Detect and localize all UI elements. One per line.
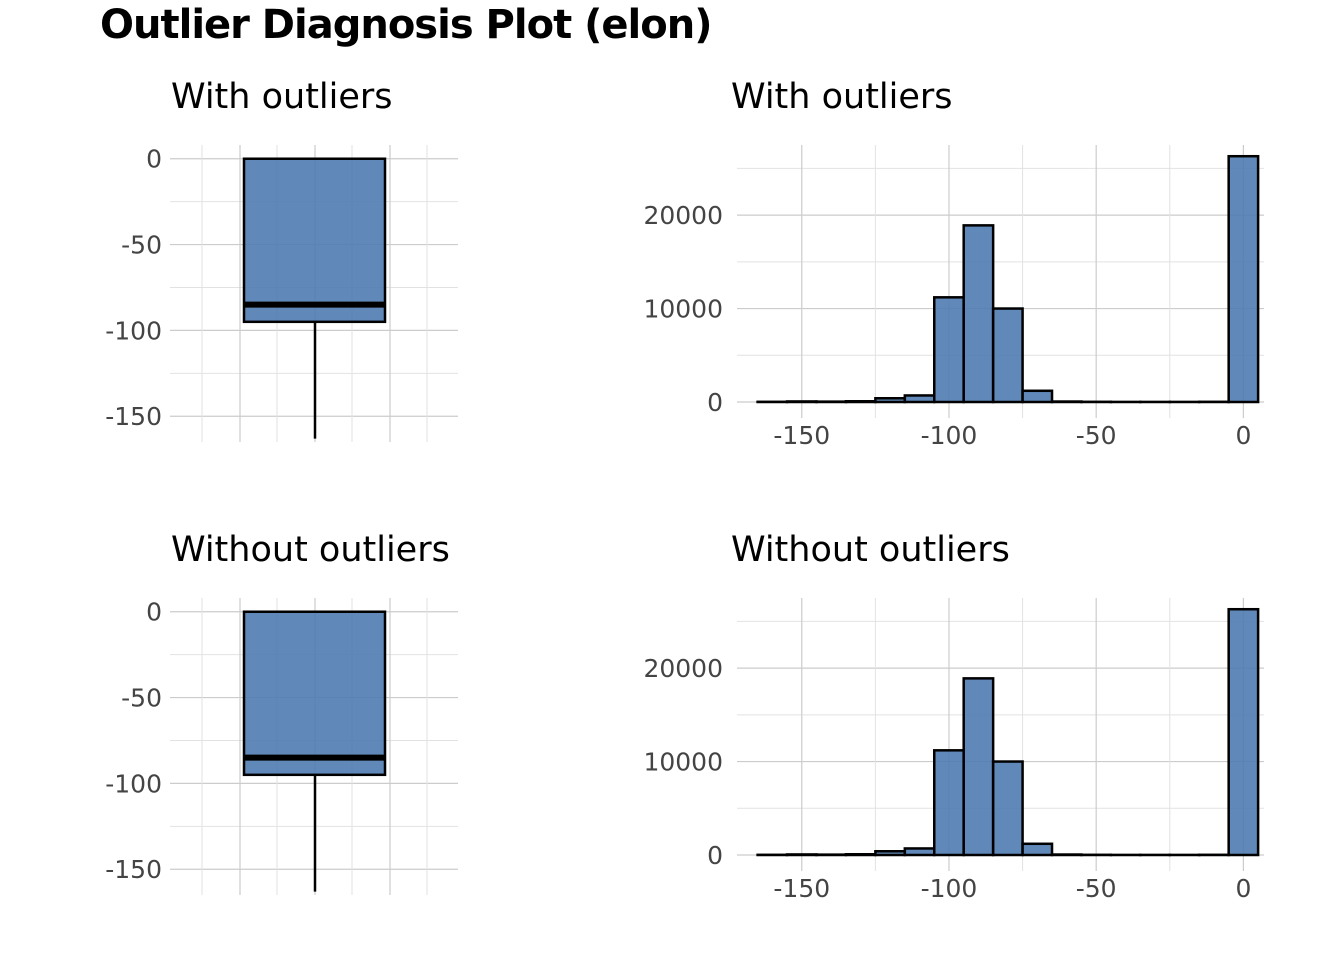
y-tick-label: 10000 — [643, 748, 723, 777]
histogram-bar — [1021, 842, 1054, 857]
histogram-bar — [1227, 607, 1260, 857]
panel-2: With outliers 0 10000 20000 -150 -100 -50 0 — [643, 77, 1264, 450]
x-tick-label: -150 — [773, 421, 830, 450]
panel-title: Without outliers — [171, 530, 450, 570]
panel-title: With outliers — [731, 77, 953, 117]
panel-4: Without outliers 0 10000 20000 -150 -100 -50 0 — [643, 530, 1264, 903]
histogram-bar — [874, 850, 907, 857]
y-tick-label: 0 — [146, 145, 162, 174]
y-tick-label: 0 — [707, 388, 723, 417]
panel-title: With outliers — [171, 77, 393, 117]
y-tick-label: -100 — [105, 316, 162, 345]
x-tick-label: 0 — [1235, 421, 1251, 450]
histogram-bar — [933, 749, 965, 857]
histogram-bar — [874, 397, 907, 404]
x-tick-label: -50 — [1076, 874, 1117, 903]
y-tick-label: -50 — [121, 684, 162, 713]
y-tick-label: -150 — [105, 855, 162, 884]
y-tick-label: 0 — [707, 841, 723, 870]
box-iqr — [242, 610, 387, 777]
box-iqr — [242, 157, 387, 324]
histogram-bar — [991, 307, 1024, 404]
histogram-bar — [962, 677, 995, 857]
y-tick-label: -50 — [121, 231, 162, 260]
x-tick-label: -100 — [921, 874, 978, 903]
histogram-bar — [903, 394, 936, 404]
x-tick-label: 0 — [1235, 874, 1251, 903]
x-tick-label: -100 — [921, 421, 978, 450]
panel-1: With outliers 0 -50 -100 -150 — [105, 77, 458, 442]
histogram-bar — [962, 224, 995, 404]
y-tick-label: 0 — [146, 598, 162, 627]
x-tick-label: -150 — [773, 874, 830, 903]
y-tick-label: -150 — [105, 402, 162, 431]
histogram-bar — [903, 847, 936, 857]
histogram-bar — [991, 760, 1024, 857]
y-tick-label: -100 — [105, 769, 162, 798]
histogram-bar — [785, 400, 818, 404]
panel-3: Without outliers 0 -50 -100 -150 — [105, 530, 458, 895]
histogram-bar — [933, 296, 965, 404]
histogram-bar — [1021, 389, 1054, 404]
y-tick-label: 20000 — [643, 201, 723, 230]
histogram-bar — [1227, 154, 1260, 404]
histogram-bar — [844, 853, 877, 857]
y-tick-label: 20000 — [643, 654, 723, 683]
histogram-bar — [785, 853, 818, 857]
panel-title: Without outliers — [731, 530, 1010, 570]
x-tick-label: -50 — [1076, 421, 1117, 450]
chart-title: Outlier Diagnosis Plot (elon) — [100, 2, 712, 48]
histogram-bar — [844, 400, 877, 404]
y-tick-label: 10000 — [643, 295, 723, 324]
